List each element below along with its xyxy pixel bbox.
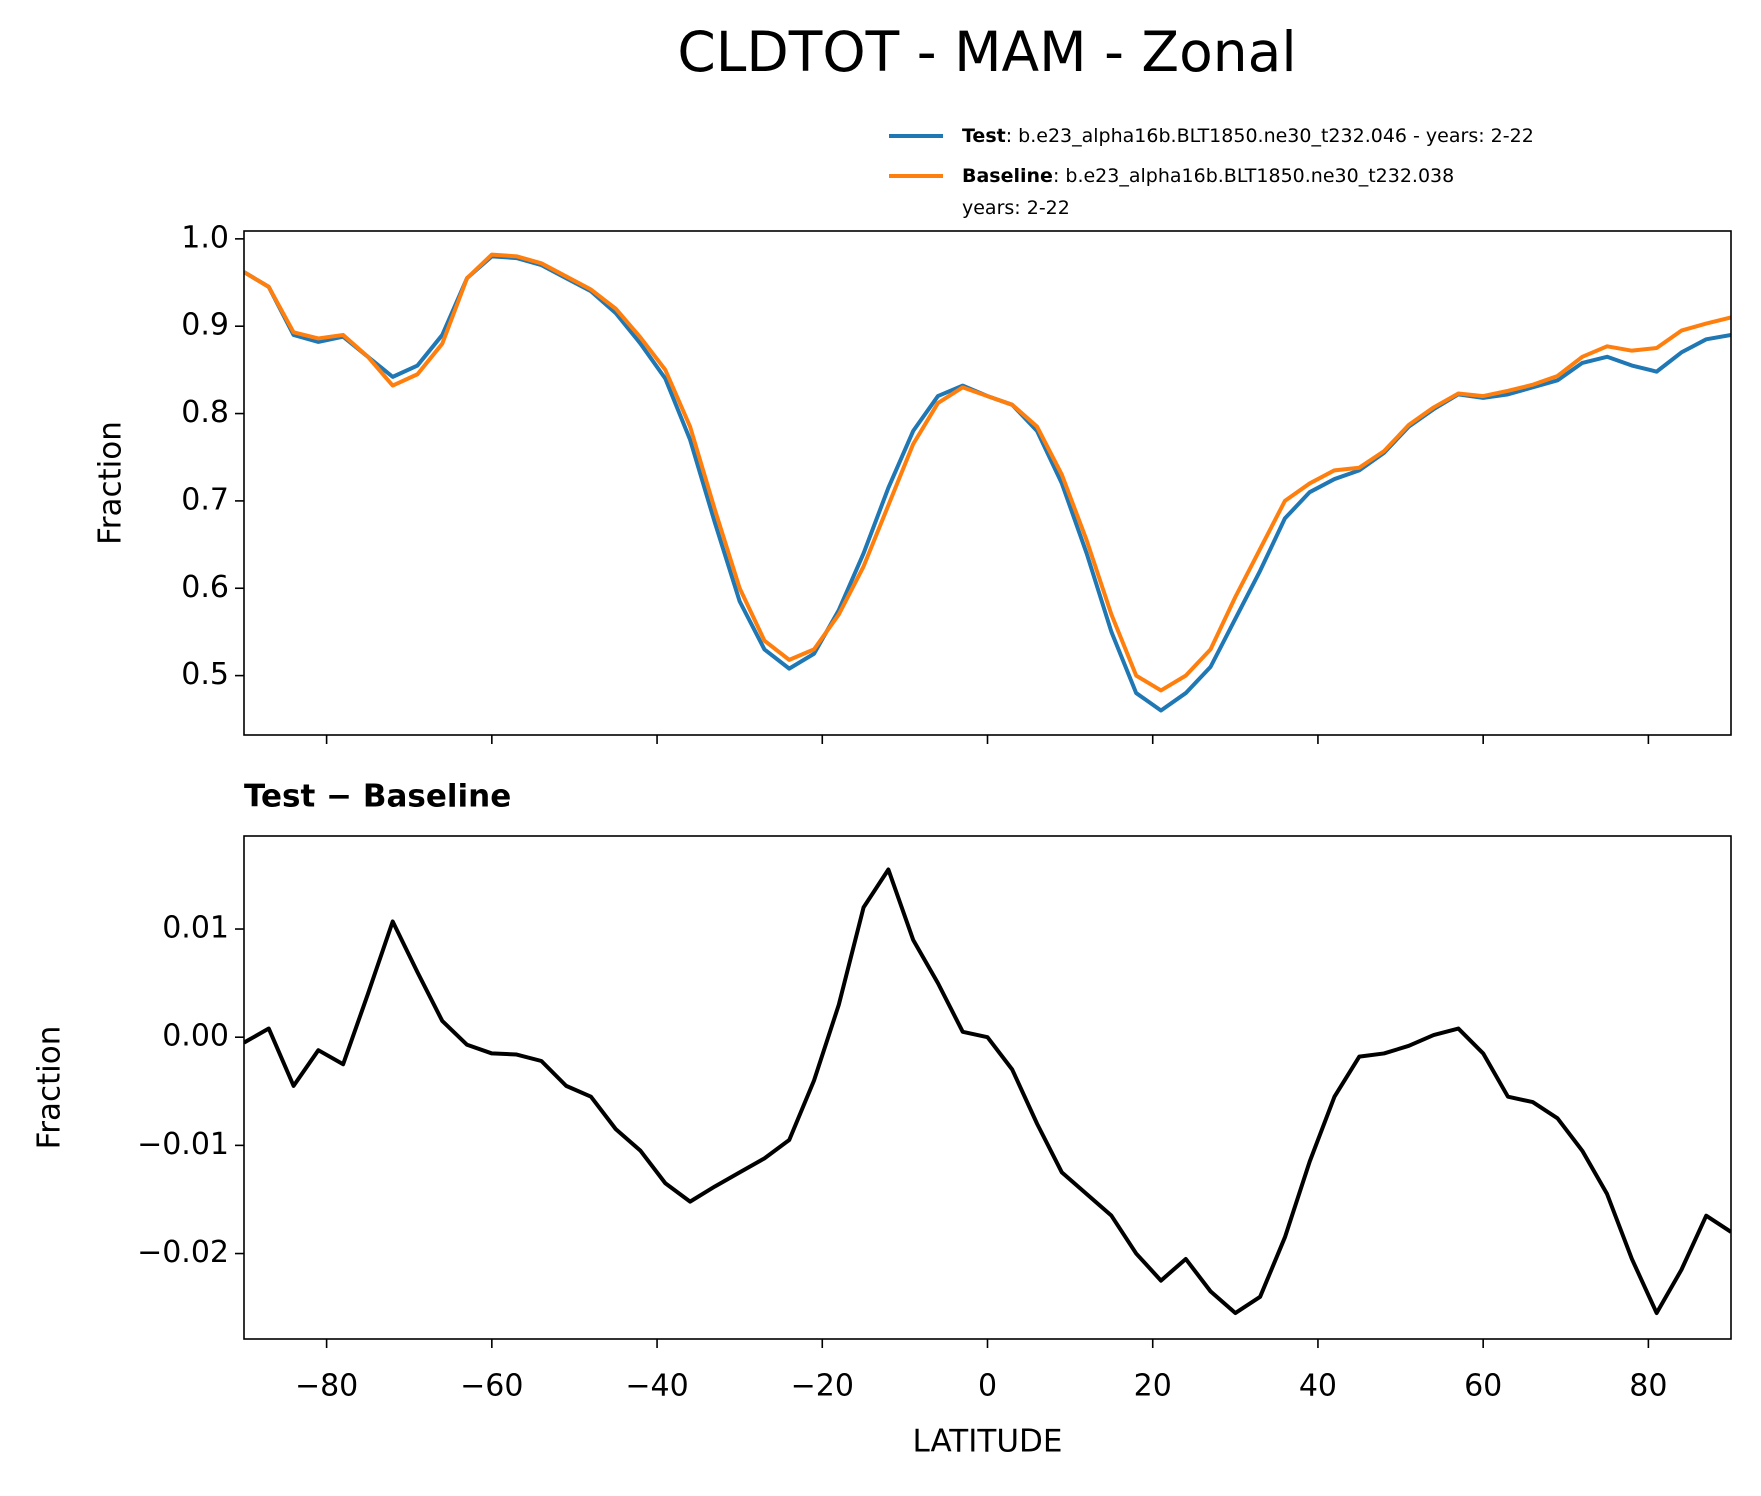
x-tick-label: 60 [1464, 1369, 1502, 1404]
x-tick-label: −60 [460, 1369, 523, 1404]
y-tick-label: 0.8 [181, 395, 229, 430]
x-tick-label: 80 [1629, 1369, 1667, 1404]
legend-entry: Baseline: b.e23_alpha16b.BLT1850.ne30_t2… [962, 165, 1454, 219]
legend-name: Baseline [962, 165, 1053, 187]
y-tick-label: 0.00 [162, 1019, 229, 1054]
x-tick-label: −80 [295, 1369, 358, 1404]
x-tick-label: −40 [625, 1369, 688, 1404]
y-tick-label: −0.01 [137, 1127, 229, 1162]
x-tick-label: −20 [791, 1369, 854, 1404]
chart-title: Test − Baseline [244, 779, 511, 815]
y-axis-label: Fraction [32, 1026, 68, 1150]
x-tick-label: 40 [1299, 1369, 1337, 1404]
legend-description: : b.e23_alpha16b.BLT1850.ne30_t232.046 -… [1006, 125, 1534, 147]
y-tick-label: −0.02 [137, 1235, 229, 1270]
y-tick-label: 0.7 [181, 482, 229, 517]
legend-name: Test [962, 125, 1006, 147]
y-tick-label: 0.6 [181, 570, 229, 605]
x-tick-label: 20 [1134, 1369, 1172, 1404]
y-tick-label: 1.0 [181, 220, 229, 255]
x-tick-label: 0 [978, 1369, 997, 1404]
legend-entry: Test: b.e23_alpha16b.BLT1850.ne30_t232.0… [962, 125, 1534, 147]
y-tick-label: 0.01 [162, 911, 229, 946]
legend-description: : b.e23_alpha16b.BLT1850.ne30_t232.038 [1053, 165, 1454, 187]
data-line [244, 867, 1731, 1316]
figure-title: CLDTOT - MAM - Zonal [677, 20, 1296, 84]
y-tick-label: 0.9 [181, 308, 229, 343]
legend-description: years: 2-22 [962, 197, 1070, 219]
y-axis-label: Fraction [93, 421, 129, 545]
data-line [244, 252, 1731, 693]
y-tick-label: 0.5 [181, 657, 229, 692]
x-axis-label: LATITUDE [913, 1424, 1063, 1460]
